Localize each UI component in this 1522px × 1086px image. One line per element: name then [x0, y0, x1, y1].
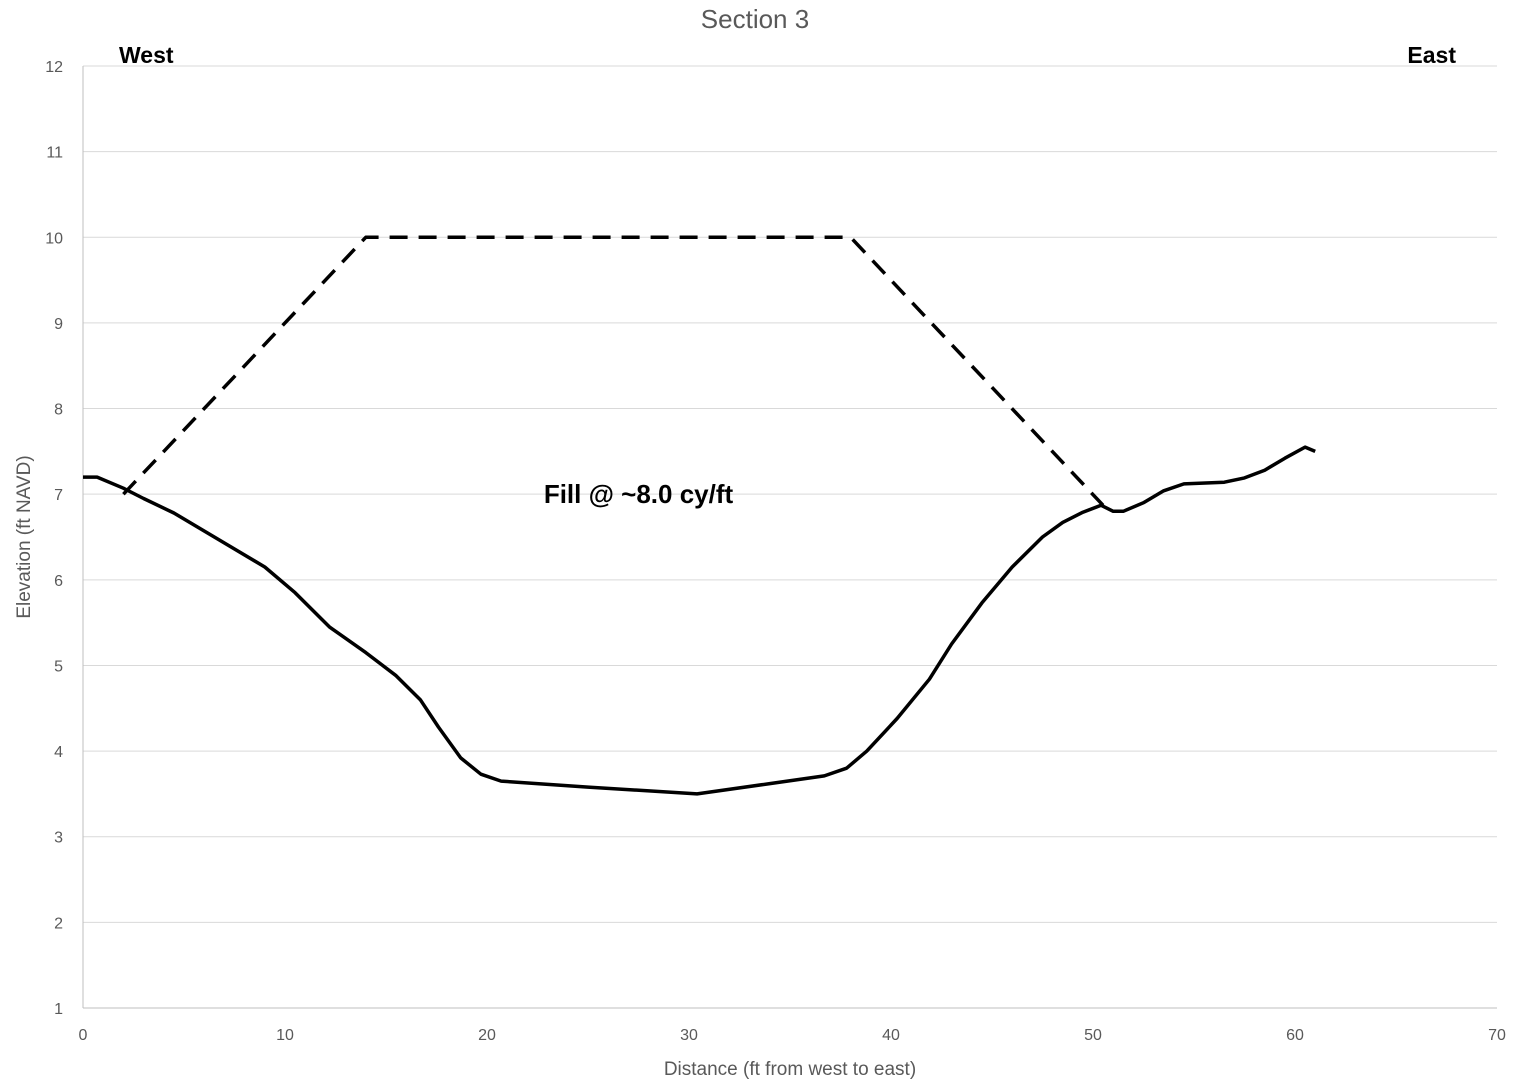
x-tick-label: 0 — [79, 1027, 88, 1044]
east-label: East — [1407, 42, 1456, 68]
y-axis-label: Elevation (ft NAVD) — [14, 455, 35, 618]
gridlines — [83, 65, 1497, 923]
proposed-fill-line — [122, 235, 1105, 507]
y-tick-label: 9 — [54, 316, 63, 333]
y-tick-label: 10 — [45, 230, 63, 247]
y-tick-label: 8 — [54, 402, 63, 419]
y-tick-label: 5 — [54, 658, 63, 675]
x-tick-labels: 0 10 20 30 40 50 60 70 — [79, 1027, 1506, 1044]
axes — [82, 66, 1497, 1009]
x-tick-label: 60 — [1286, 1027, 1304, 1044]
y-tick-label: 2 — [54, 915, 63, 932]
y-tick-label: 11 — [46, 145, 63, 162]
series — [83, 235, 1316, 796]
x-axis-label: Distance (ft from west to east) — [664, 1059, 916, 1080]
x-tick-label: 50 — [1084, 1027, 1102, 1044]
x-tick-label: 20 — [478, 1027, 496, 1044]
x-tick-label: 10 — [276, 1027, 294, 1044]
x-tick-label: 70 — [1488, 1027, 1506, 1044]
existing-ground-line — [83, 445, 1316, 796]
y-tick-label: 3 — [54, 830, 63, 847]
y-tick-label: 4 — [54, 744, 63, 761]
chart-title: Section 3 — [701, 4, 809, 34]
x-tick-label: 40 — [882, 1027, 900, 1044]
x-tick-label: 30 — [680, 1027, 698, 1044]
fill-annotation: Fill @ ~8.0 cy/ft — [544, 479, 734, 509]
y-tick-label: 6 — [54, 573, 63, 590]
y-tick-label: 7 — [54, 487, 63, 504]
y-tick-label: 1 — [54, 1001, 63, 1018]
west-label: West — [119, 42, 174, 68]
y-tick-label: 12 — [45, 59, 63, 76]
